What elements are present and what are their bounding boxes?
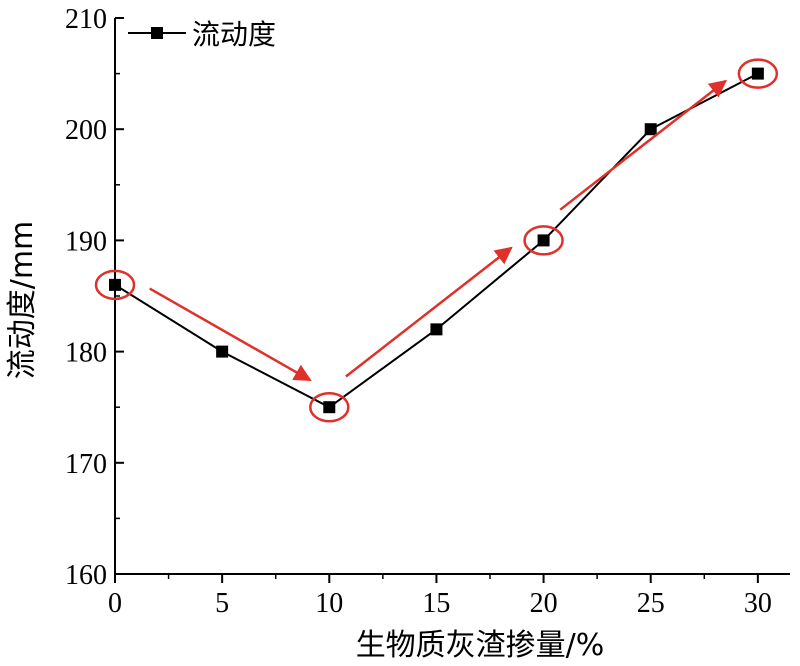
- trend-arrow: [345, 246, 513, 378]
- legend: 流动度: [128, 18, 276, 51]
- y-tick-label: 190: [65, 226, 107, 257]
- y-tick-label: 180: [65, 338, 107, 369]
- trend-arrow: [149, 287, 312, 382]
- data-point: [751, 67, 764, 80]
- data-point: [109, 278, 121, 291]
- y-tick-label: 170: [65, 449, 107, 480]
- highlight-ellipse: [94, 269, 136, 301]
- highlight-layer: [94, 58, 779, 423]
- data-point: [430, 323, 443, 336]
- highlight-ellipse: [523, 225, 564, 256]
- x-tick-label: 15: [422, 588, 450, 619]
- data-point: [216, 345, 229, 358]
- legend-marker: [151, 27, 163, 39]
- highlight-ellipse: [737, 58, 779, 89]
- data-point: [644, 123, 657, 136]
- data-point: [323, 401, 336, 414]
- series-line: [114, 72, 759, 409]
- y-tick-label: 210: [65, 4, 107, 35]
- y-axis-ticks: 160 170 180 190 200 210: [65, 4, 124, 591]
- series-layer: [109, 67, 764, 414]
- y-axis-title: 流动度/mm: [5, 221, 40, 380]
- trend-arrow: [559, 79, 727, 211]
- x-tick-label: 5: [215, 588, 229, 619]
- x-tick-label: 25: [637, 588, 665, 619]
- plot-area: [114, 18, 790, 575]
- x-axis-title: 生物质灰渣掺量/%: [356, 628, 605, 663]
- x-axis-ticks: 0 5 10 15 20 25 30: [108, 574, 772, 619]
- x-tick-label: 30: [744, 588, 772, 619]
- highlight-ellipse: [309, 391, 350, 423]
- legend-label: 流动度: [192, 18, 276, 51]
- x-tick-label: 10: [315, 588, 343, 619]
- x-tick-label: 0: [108, 588, 122, 619]
- y-tick-label: 200: [65, 115, 107, 146]
- x-tick-label: 20: [530, 588, 558, 619]
- y-tick-label: 160: [65, 560, 107, 591]
- data-point: [537, 234, 550, 247]
